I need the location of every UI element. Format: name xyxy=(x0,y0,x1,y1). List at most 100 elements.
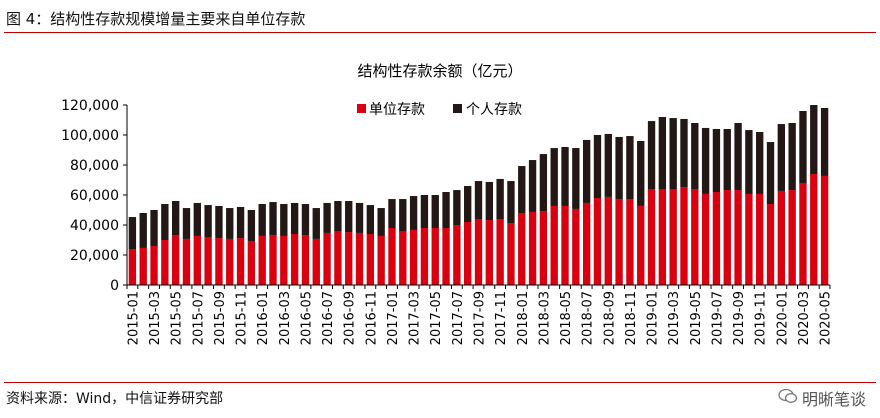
legend: 单位存款 个人存款 xyxy=(357,102,522,118)
bar-unit-deposit xyxy=(734,190,742,285)
bar-personal-deposit xyxy=(323,202,331,233)
bar-unit-deposit xyxy=(637,205,645,285)
bar-personal-deposit xyxy=(820,108,829,176)
bar-unit-deposit xyxy=(788,190,796,285)
bar-personal-deposit xyxy=(193,202,201,236)
bar-unit-deposit xyxy=(236,238,245,285)
bar-personal-deposit xyxy=(442,192,450,228)
bar-unit-deposit xyxy=(485,220,493,285)
bar-personal-deposit xyxy=(647,121,656,189)
bar-personal-deposit xyxy=(550,148,558,206)
bar-personal-deposit xyxy=(161,204,169,240)
legend-swatch-personal xyxy=(453,104,462,113)
bar-unit-deposit xyxy=(561,205,569,285)
bar-unit-deposit xyxy=(323,232,331,285)
bar-unit-deposit xyxy=(626,199,634,285)
bar-unit-deposit xyxy=(290,234,299,285)
x-tick-label: 2019-11 xyxy=(754,291,769,345)
bar-unit-deposit xyxy=(810,174,818,285)
bar-unit-deposit xyxy=(171,235,180,285)
bar-unit-deposit xyxy=(669,189,677,285)
bar-unit-deposit xyxy=(528,211,537,285)
bar-unit-deposit xyxy=(539,211,548,285)
bar-personal-deposit xyxy=(236,207,245,239)
bar-personal-deposit xyxy=(669,118,677,189)
bar-unit-deposit xyxy=(301,235,310,285)
x-tick-label: 2019-07 xyxy=(710,291,725,345)
bar-personal-deposit xyxy=(247,210,256,242)
bar-unit-deposit xyxy=(680,187,688,285)
x-tick-label: 2018-01 xyxy=(516,291,531,345)
x-tick-label: 2016-07 xyxy=(321,291,336,345)
bar-unit-deposit xyxy=(723,190,731,285)
bar-unit-deposit xyxy=(550,205,558,285)
bar-personal-deposit xyxy=(128,217,137,249)
bar-unit-deposit xyxy=(647,189,656,285)
bar-unit-deposit xyxy=(572,208,580,285)
bar-personal-deposit xyxy=(637,141,645,206)
bar-unit-deposit xyxy=(182,238,191,285)
bar-unit-deposit xyxy=(280,235,288,285)
bar-unit-deposit xyxy=(453,225,461,285)
bar-unit-deposit xyxy=(496,219,504,285)
bar-unit-deposit xyxy=(615,199,623,285)
bar-personal-deposit xyxy=(269,202,277,236)
bar-personal-deposit xyxy=(777,124,786,191)
bar-unit-deposit xyxy=(204,237,212,285)
wechat-icon xyxy=(778,388,798,408)
bar-unit-deposit xyxy=(399,231,407,285)
bar-unit-deposit xyxy=(355,232,364,285)
bar-personal-deposit xyxy=(182,208,191,239)
bar-personal-deposit xyxy=(788,123,796,191)
bar-personal-deposit xyxy=(756,132,764,194)
x-tick-label: 2017-11 xyxy=(494,291,509,345)
bar-personal-deposit xyxy=(561,147,569,206)
bar-personal-deposit xyxy=(723,129,731,191)
bar-unit-deposit xyxy=(128,249,137,285)
x-tick-label: 2017-07 xyxy=(451,291,466,345)
bar-personal-deposit xyxy=(258,204,266,236)
x-tick-label: 2020-01 xyxy=(775,291,790,345)
stacked-bar-chart: 结构性存款余额（亿元） 单位存款 个人存款 0 20,000 40,000 60,00… xyxy=(61,62,833,345)
bar-personal-deposit xyxy=(766,142,775,204)
bar-unit-deposit xyxy=(431,228,439,285)
bar-personal-deposit xyxy=(139,213,147,248)
bar-unit-deposit xyxy=(691,189,699,285)
watermark: 明晰笔谈 xyxy=(778,386,866,410)
bar-personal-deposit xyxy=(615,136,623,200)
bar-personal-deposit xyxy=(810,105,818,174)
bar-unit-deposit xyxy=(701,193,710,285)
bar-personal-deposit xyxy=(734,123,742,191)
bar-unit-deposit xyxy=(799,183,807,285)
bar-unit-deposit xyxy=(269,235,277,285)
x-tick-label: 2015-11 xyxy=(235,291,250,345)
bar-personal-deposit xyxy=(626,136,634,200)
bar-unit-deposit xyxy=(150,246,158,285)
bar-personal-deposit xyxy=(528,160,537,212)
bar-unit-deposit xyxy=(247,241,256,285)
x-tick-label: 2019-05 xyxy=(689,291,704,345)
bar-unit-deposit xyxy=(745,193,753,285)
bar-personal-deposit xyxy=(680,118,688,188)
bar-personal-deposit xyxy=(745,130,753,194)
x-tick-label: 2016-11 xyxy=(364,291,379,345)
bar-personal-deposit xyxy=(399,199,407,231)
bar-personal-deposit xyxy=(171,201,180,236)
bar-personal-deposit xyxy=(409,196,418,230)
bar-unit-deposit xyxy=(226,238,234,285)
x-tick-label: 2019-09 xyxy=(732,291,747,345)
bar-personal-deposit xyxy=(226,208,234,239)
bar-unit-deposit xyxy=(464,222,472,285)
bar-unit-deposit xyxy=(215,238,223,285)
bar-personal-deposit xyxy=(377,208,385,236)
bar-unit-deposit xyxy=(161,240,169,285)
bar-personal-deposit xyxy=(345,201,353,233)
bar-unit-deposit xyxy=(420,228,429,285)
bar-unit-deposit xyxy=(334,231,342,285)
bar-personal-deposit xyxy=(582,139,591,203)
bar-unit-deposit xyxy=(820,175,829,285)
x-tick-label: 2017-05 xyxy=(429,291,444,345)
bar-personal-deposit xyxy=(366,205,375,234)
y-tick-label: 100,000 xyxy=(61,128,119,144)
source-note: 资料来源：Wind，中信证券研究部 xyxy=(6,391,224,407)
